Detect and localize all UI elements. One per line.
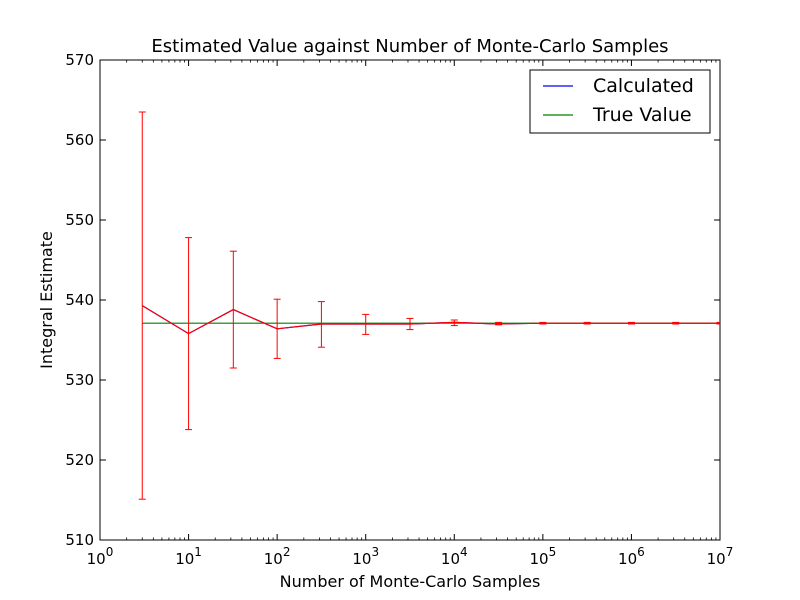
x-tick-label: 104 — [441, 545, 468, 568]
y-tick-label: 560 — [65, 131, 94, 149]
x-tick-label: 101 — [175, 545, 202, 568]
data-layer — [138, 111, 720, 500]
y-tick-label: 540 — [65, 291, 94, 309]
series-line-calculated — [141, 305, 720, 335]
legend-label: Calculated — [593, 75, 694, 97]
y-tick-label: 570 — [65, 51, 94, 69]
chart-title: Estimated Value against Number of Monte-… — [151, 36, 668, 57]
y-tick-label: 530 — [65, 371, 94, 389]
x-tick-label: 106 — [618, 545, 645, 568]
y-tick-label: 550 — [65, 211, 94, 229]
x-tick-label: 102 — [264, 545, 291, 568]
x-tick-label: 107 — [707, 545, 734, 568]
legend: Calculated True Value — [529, 69, 711, 134]
y-tick-label: 520 — [65, 451, 94, 469]
x-tick-label: 105 — [529, 545, 556, 568]
y-axis-label: Integral Estimate — [37, 231, 56, 369]
y-tick-label: 510 — [65, 531, 94, 549]
legend-label: True Value — [592, 104, 692, 126]
x-tick-label: 100 — [87, 545, 114, 568]
x-tick-label: 103 — [352, 545, 379, 568]
legend-box — [529, 69, 711, 134]
x-axis-label: Number of Monte-Carlo Samples — [280, 572, 541, 591]
errorbar-connector-line — [141, 305, 720, 335]
plot-area: 100 101 102 103 104 105 106 107 510 520 530 540 550 5… — [65, 51, 733, 568]
